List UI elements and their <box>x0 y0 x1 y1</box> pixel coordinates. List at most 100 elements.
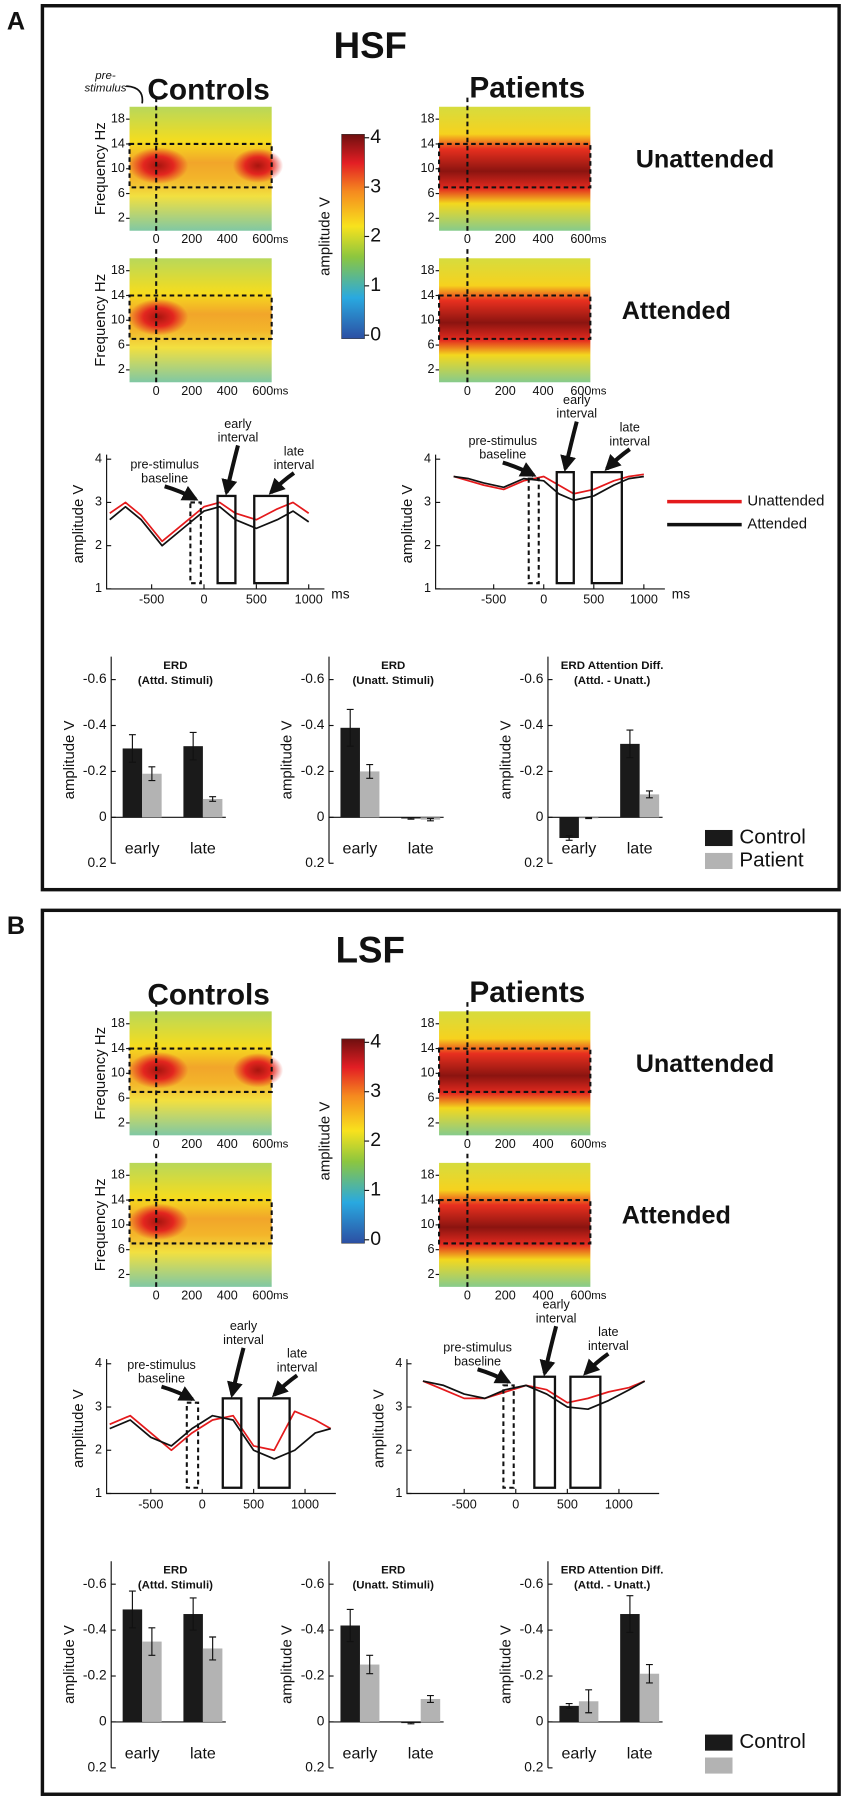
x-unit: ms <box>273 234 289 246</box>
interval-box <box>257 1397 291 1489</box>
error-bar <box>427 817 434 822</box>
bar <box>122 748 143 818</box>
error-bar <box>209 1636 217 1661</box>
y-tick-label: 2 <box>427 211 434 225</box>
y-tick-label: 2 <box>395 1443 402 1457</box>
y-tick-label: 10 <box>420 1217 434 1231</box>
x-tick-label: 600 <box>570 1288 591 1302</box>
y-tick-label: 10 <box>111 1217 125 1231</box>
x-tick-label: early <box>125 840 160 858</box>
error-bar <box>565 835 573 841</box>
bar <box>183 1614 203 1722</box>
error-bar <box>585 1689 593 1714</box>
chart-title: ERD <box>163 1564 187 1576</box>
interval-arrow <box>164 484 199 501</box>
condition-label: Attended <box>622 297 731 325</box>
interval-box <box>216 494 237 585</box>
legend-swatch <box>705 829 733 847</box>
group-title: Patients <box>469 976 585 1009</box>
interval-arrow <box>604 447 631 471</box>
error-bar <box>148 1627 156 1656</box>
x-unit: ms <box>273 1139 289 1151</box>
heatmap-blob <box>128 147 189 185</box>
y-tick-label: 10 <box>111 161 125 175</box>
band-box <box>438 142 592 189</box>
band-box <box>438 1047 592 1093</box>
y-axis-label: amplitude V <box>71 485 87 564</box>
error-bar <box>645 790 653 799</box>
error-bar <box>128 1590 136 1629</box>
error-bar <box>346 1608 354 1643</box>
x-tick-label: 0 <box>464 1137 471 1151</box>
interval-box <box>527 477 540 585</box>
y-tick-label: 0 <box>99 1714 107 1729</box>
y-axis-label: amplitude V <box>71 1389 87 1468</box>
y-tick-label: 2 <box>118 211 125 225</box>
interval-label: early interval <box>536 1298 577 1326</box>
interval-arrow <box>271 1373 299 1398</box>
colorbar-tick-label: 0 <box>370 1228 381 1250</box>
y-tick-label: 0 <box>317 1714 325 1729</box>
bar <box>559 1705 579 1722</box>
panel-frame <box>40 4 841 892</box>
colorbar-label: amplitude V <box>318 1102 334 1181</box>
axes <box>406 1359 660 1495</box>
y-tick-label: 18 <box>420 1016 434 1030</box>
y-tick-label: 0.2 <box>524 1759 543 1774</box>
x-tick-label: early <box>343 1744 378 1762</box>
heatmap-blob <box>128 1051 189 1089</box>
chart-subtitle: (Attd. Stimuli) <box>138 1579 213 1591</box>
colorbar-tick-label: 2 <box>370 225 381 247</box>
x-tick-label: 1000 <box>605 1497 633 1511</box>
colorbar-tick-label: 3 <box>370 175 381 197</box>
y-tick-label: 18 <box>111 111 125 125</box>
colorbar-tick-label: 1 <box>370 1179 381 1201</box>
interval-label: pre-stimulus baseline <box>468 434 537 462</box>
y-axis-label: amplitude V <box>62 721 78 800</box>
error-bar <box>366 763 374 779</box>
legend-label: Control <box>739 825 805 848</box>
bar <box>340 727 360 818</box>
y-tick-label: -0.6 <box>301 1576 325 1591</box>
y-tick-label: 6 <box>118 337 125 351</box>
interval-box <box>185 1401 200 1489</box>
y-axis-label: amplitude V <box>280 1625 296 1704</box>
panel-label: A <box>7 8 25 36</box>
series-line <box>422 1380 646 1404</box>
y-tick-label: 0 <box>536 809 544 824</box>
error-bar <box>189 1597 197 1631</box>
interval-arrow <box>221 444 240 496</box>
y-tick-label: 14 <box>420 1041 434 1055</box>
x-tick-label: late <box>408 1744 434 1762</box>
x-tick-label: 400 <box>217 1137 238 1151</box>
colorbar-tick-label: 0 <box>370 323 381 345</box>
error-bar <box>346 708 354 747</box>
y-tick-label: 18 <box>111 1016 125 1030</box>
heatmap-blob <box>128 298 189 336</box>
x-tick-label: 0 <box>512 1497 519 1511</box>
series-line <box>109 1414 331 1460</box>
y-tick-label: 0.2 <box>305 855 324 870</box>
error-bar <box>645 1663 653 1684</box>
y-tick-label: 6 <box>118 186 125 200</box>
interval-label: late interval <box>609 421 650 449</box>
interval-box <box>221 1397 243 1489</box>
error-bar <box>189 731 197 761</box>
interval-box <box>253 494 289 585</box>
x-unit: ms <box>591 234 607 246</box>
x-tick-label: late <box>408 840 434 858</box>
y-tick-label: 14 <box>111 1041 125 1055</box>
x-tick-label: -500 <box>481 593 506 607</box>
x-tick-label: 1000 <box>291 1497 319 1511</box>
x-tick-label: 0 <box>540 593 547 607</box>
x-tick-label: 200 <box>495 384 516 398</box>
y-tick-label: -0.2 <box>301 1668 325 1683</box>
x-tick-label: 600 <box>252 1288 273 1302</box>
y-tick-label: 6 <box>427 1090 434 1104</box>
interval-box <box>555 471 575 585</box>
y-tick-label: -0.6 <box>83 671 107 686</box>
y-tick-label: 2 <box>95 1443 102 1457</box>
x-tick-label: 0 <box>464 384 471 398</box>
error-bar <box>407 1721 415 1725</box>
axes <box>435 454 665 590</box>
